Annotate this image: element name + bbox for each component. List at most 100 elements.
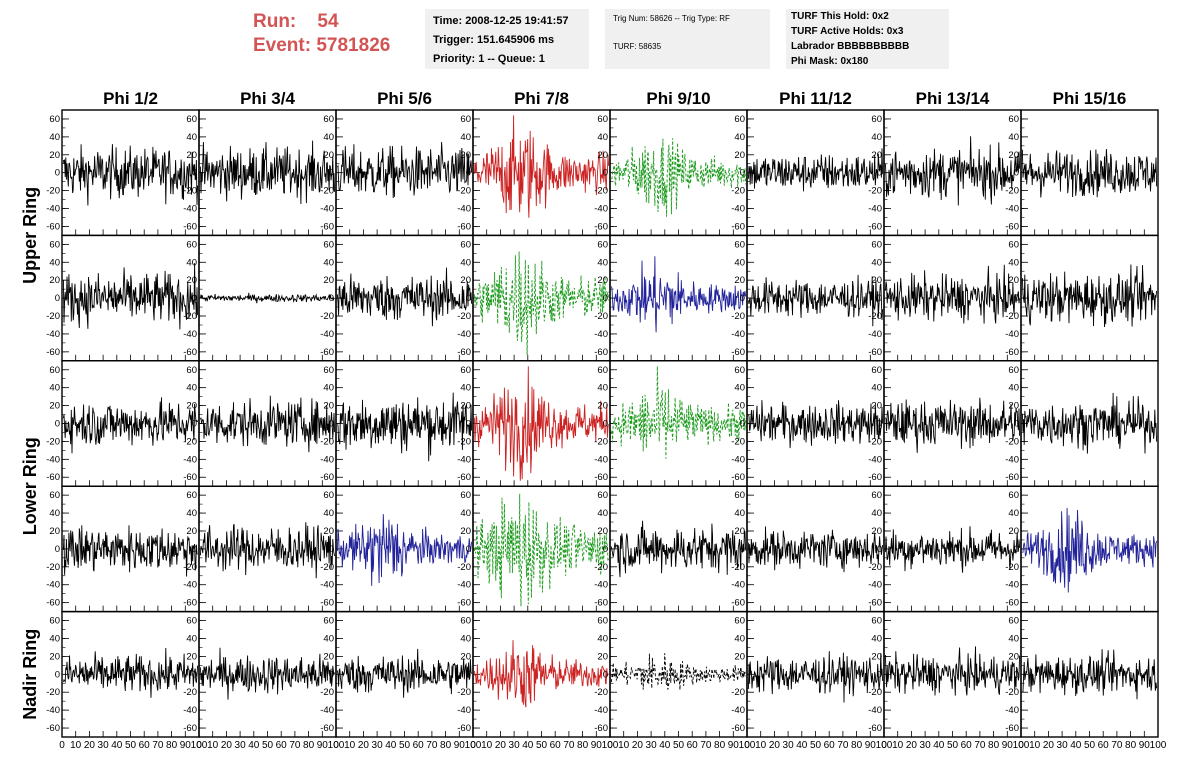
y-tick-label: 20 bbox=[871, 150, 882, 161]
y-tick-label: 20 bbox=[871, 651, 882, 662]
waveform bbox=[747, 651, 884, 703]
y-tick-label: -20 bbox=[1005, 186, 1019, 197]
y-tick-label: 0 bbox=[466, 168, 471, 179]
waveform bbox=[747, 526, 884, 573]
y-tick-label: 0 bbox=[329, 293, 334, 304]
waveform bbox=[747, 148, 884, 192]
y-tick-label: 0 bbox=[329, 669, 334, 680]
y-tick-label: 20 bbox=[460, 275, 471, 286]
x-tick-label: 50 bbox=[947, 740, 959, 751]
y-tick-label: 40 bbox=[49, 633, 60, 644]
waveform bbox=[884, 136, 1021, 206]
waveform bbox=[610, 366, 747, 459]
y-tick-label: 40 bbox=[1008, 633, 1019, 644]
x-tick-label: 80 bbox=[577, 740, 589, 751]
column-header: Phi 11/12 bbox=[779, 89, 852, 108]
x-tick-label: 40 bbox=[522, 740, 534, 751]
column-header: Phi 1/2 bbox=[103, 89, 158, 108]
y-tick-label: 0 bbox=[740, 293, 745, 304]
y-tick-label: 60 bbox=[734, 490, 745, 501]
y-tick-label: -60 bbox=[868, 221, 882, 232]
y-tick-label: 0 bbox=[329, 419, 334, 430]
y-tick-label: -20 bbox=[183, 311, 197, 322]
x-tick-label: 90 bbox=[454, 740, 466, 751]
y-tick-label: 20 bbox=[460, 526, 471, 537]
y-tick-label: -60 bbox=[457, 598, 471, 609]
y-tick-label: -20 bbox=[46, 311, 60, 322]
y-tick-label: 60 bbox=[597, 114, 608, 125]
x-tick-label: 30 bbox=[509, 740, 521, 751]
column-header: Phi 13/14 bbox=[916, 89, 990, 108]
y-tick-label: -40 bbox=[320, 329, 334, 340]
y-tick-label: 40 bbox=[597, 508, 608, 519]
y-tick-label: -40 bbox=[731, 705, 745, 716]
x-tick-label: 40 bbox=[111, 740, 123, 751]
y-tick-label: -40 bbox=[320, 454, 334, 465]
y-tick-label: -20 bbox=[457, 186, 471, 197]
x-tick-label: 60 bbox=[276, 740, 288, 751]
y-tick-label: 60 bbox=[323, 239, 334, 250]
y-tick-label: -20 bbox=[1005, 311, 1019, 322]
y-tick-label: -20 bbox=[1005, 436, 1019, 447]
y-tick-label: 0 bbox=[1014, 293, 1019, 304]
y-tick-label: 0 bbox=[55, 168, 60, 179]
y-tick-label: -40 bbox=[731, 329, 745, 340]
y-tick-label: 60 bbox=[49, 490, 60, 501]
y-tick-label: 60 bbox=[734, 239, 745, 250]
turf-active-line: TURF Active Holds: 0x3 bbox=[791, 26, 904, 37]
y-tick-label: -40 bbox=[1005, 580, 1019, 591]
column-header: Phi 7/8 bbox=[514, 89, 569, 108]
y-tick-label: 20 bbox=[323, 401, 334, 412]
y-tick-label: -20 bbox=[320, 436, 334, 447]
y-tick-label: -20 bbox=[868, 436, 882, 447]
panel-frame bbox=[198, 109, 337, 237]
x-tick-label: 70 bbox=[700, 740, 712, 751]
y-tick-label: -20 bbox=[731, 562, 745, 573]
y-tick-label: -60 bbox=[183, 472, 197, 483]
y-tick-label: 40 bbox=[871, 508, 882, 519]
y-tick-label: 0 bbox=[192, 544, 197, 555]
y-tick-label: 40 bbox=[1008, 508, 1019, 519]
x-tick-label: 40 bbox=[933, 740, 945, 751]
x-tick-label: 50 bbox=[262, 740, 274, 751]
y-tick-label: -60 bbox=[731, 472, 745, 483]
x-tick-label: 100 bbox=[465, 740, 482, 751]
y-tick-label: -40 bbox=[868, 705, 882, 716]
x-tick-label: 0 bbox=[744, 740, 750, 751]
y-tick-label: 20 bbox=[871, 275, 882, 286]
y-tick-label: -40 bbox=[183, 329, 197, 340]
y-tick-label: -20 bbox=[46, 687, 60, 698]
y-tick-label: -40 bbox=[46, 454, 60, 465]
y-tick-label: 40 bbox=[323, 132, 334, 143]
y-tick-label: -40 bbox=[183, 454, 197, 465]
column-header: Phi 5/6 bbox=[377, 89, 432, 108]
y-tick-label: -20 bbox=[1005, 687, 1019, 698]
y-tick-label: -40 bbox=[1005, 454, 1019, 465]
x-tick-label: 80 bbox=[988, 740, 1000, 751]
y-tick-label: 60 bbox=[734, 114, 745, 125]
x-tick-label: 70 bbox=[974, 740, 986, 751]
x-tick-label: 50 bbox=[125, 740, 137, 751]
y-tick-label: 0 bbox=[603, 669, 608, 680]
x-tick-label: 0 bbox=[607, 740, 613, 751]
y-tick-label: -60 bbox=[868, 472, 882, 483]
y-tick-label: 20 bbox=[871, 401, 882, 412]
waveform bbox=[611, 138, 747, 217]
y-tick-label: 60 bbox=[186, 365, 197, 376]
y-tick-label: -20 bbox=[46, 436, 60, 447]
waveform bbox=[336, 514, 473, 586]
y-tick-label: -20 bbox=[868, 311, 882, 322]
x-tick-label: 50 bbox=[673, 740, 685, 751]
y-tick-label: 40 bbox=[871, 633, 882, 644]
y-tick-label: -20 bbox=[320, 311, 334, 322]
x-tick-label: 70 bbox=[426, 740, 438, 751]
y-tick-label: -60 bbox=[46, 472, 60, 483]
turf-hold-line: TURF This Hold: 0x2 bbox=[791, 11, 889, 22]
y-tick-label: -40 bbox=[731, 580, 745, 591]
x-tick-label: 0 bbox=[470, 740, 476, 751]
x-tick-label: 20 bbox=[906, 740, 918, 751]
y-tick-label: -60 bbox=[594, 598, 608, 609]
y-tick-label: 20 bbox=[186, 401, 197, 412]
x-tick-label: 80 bbox=[440, 740, 452, 751]
y-tick-label: 60 bbox=[871, 239, 882, 250]
